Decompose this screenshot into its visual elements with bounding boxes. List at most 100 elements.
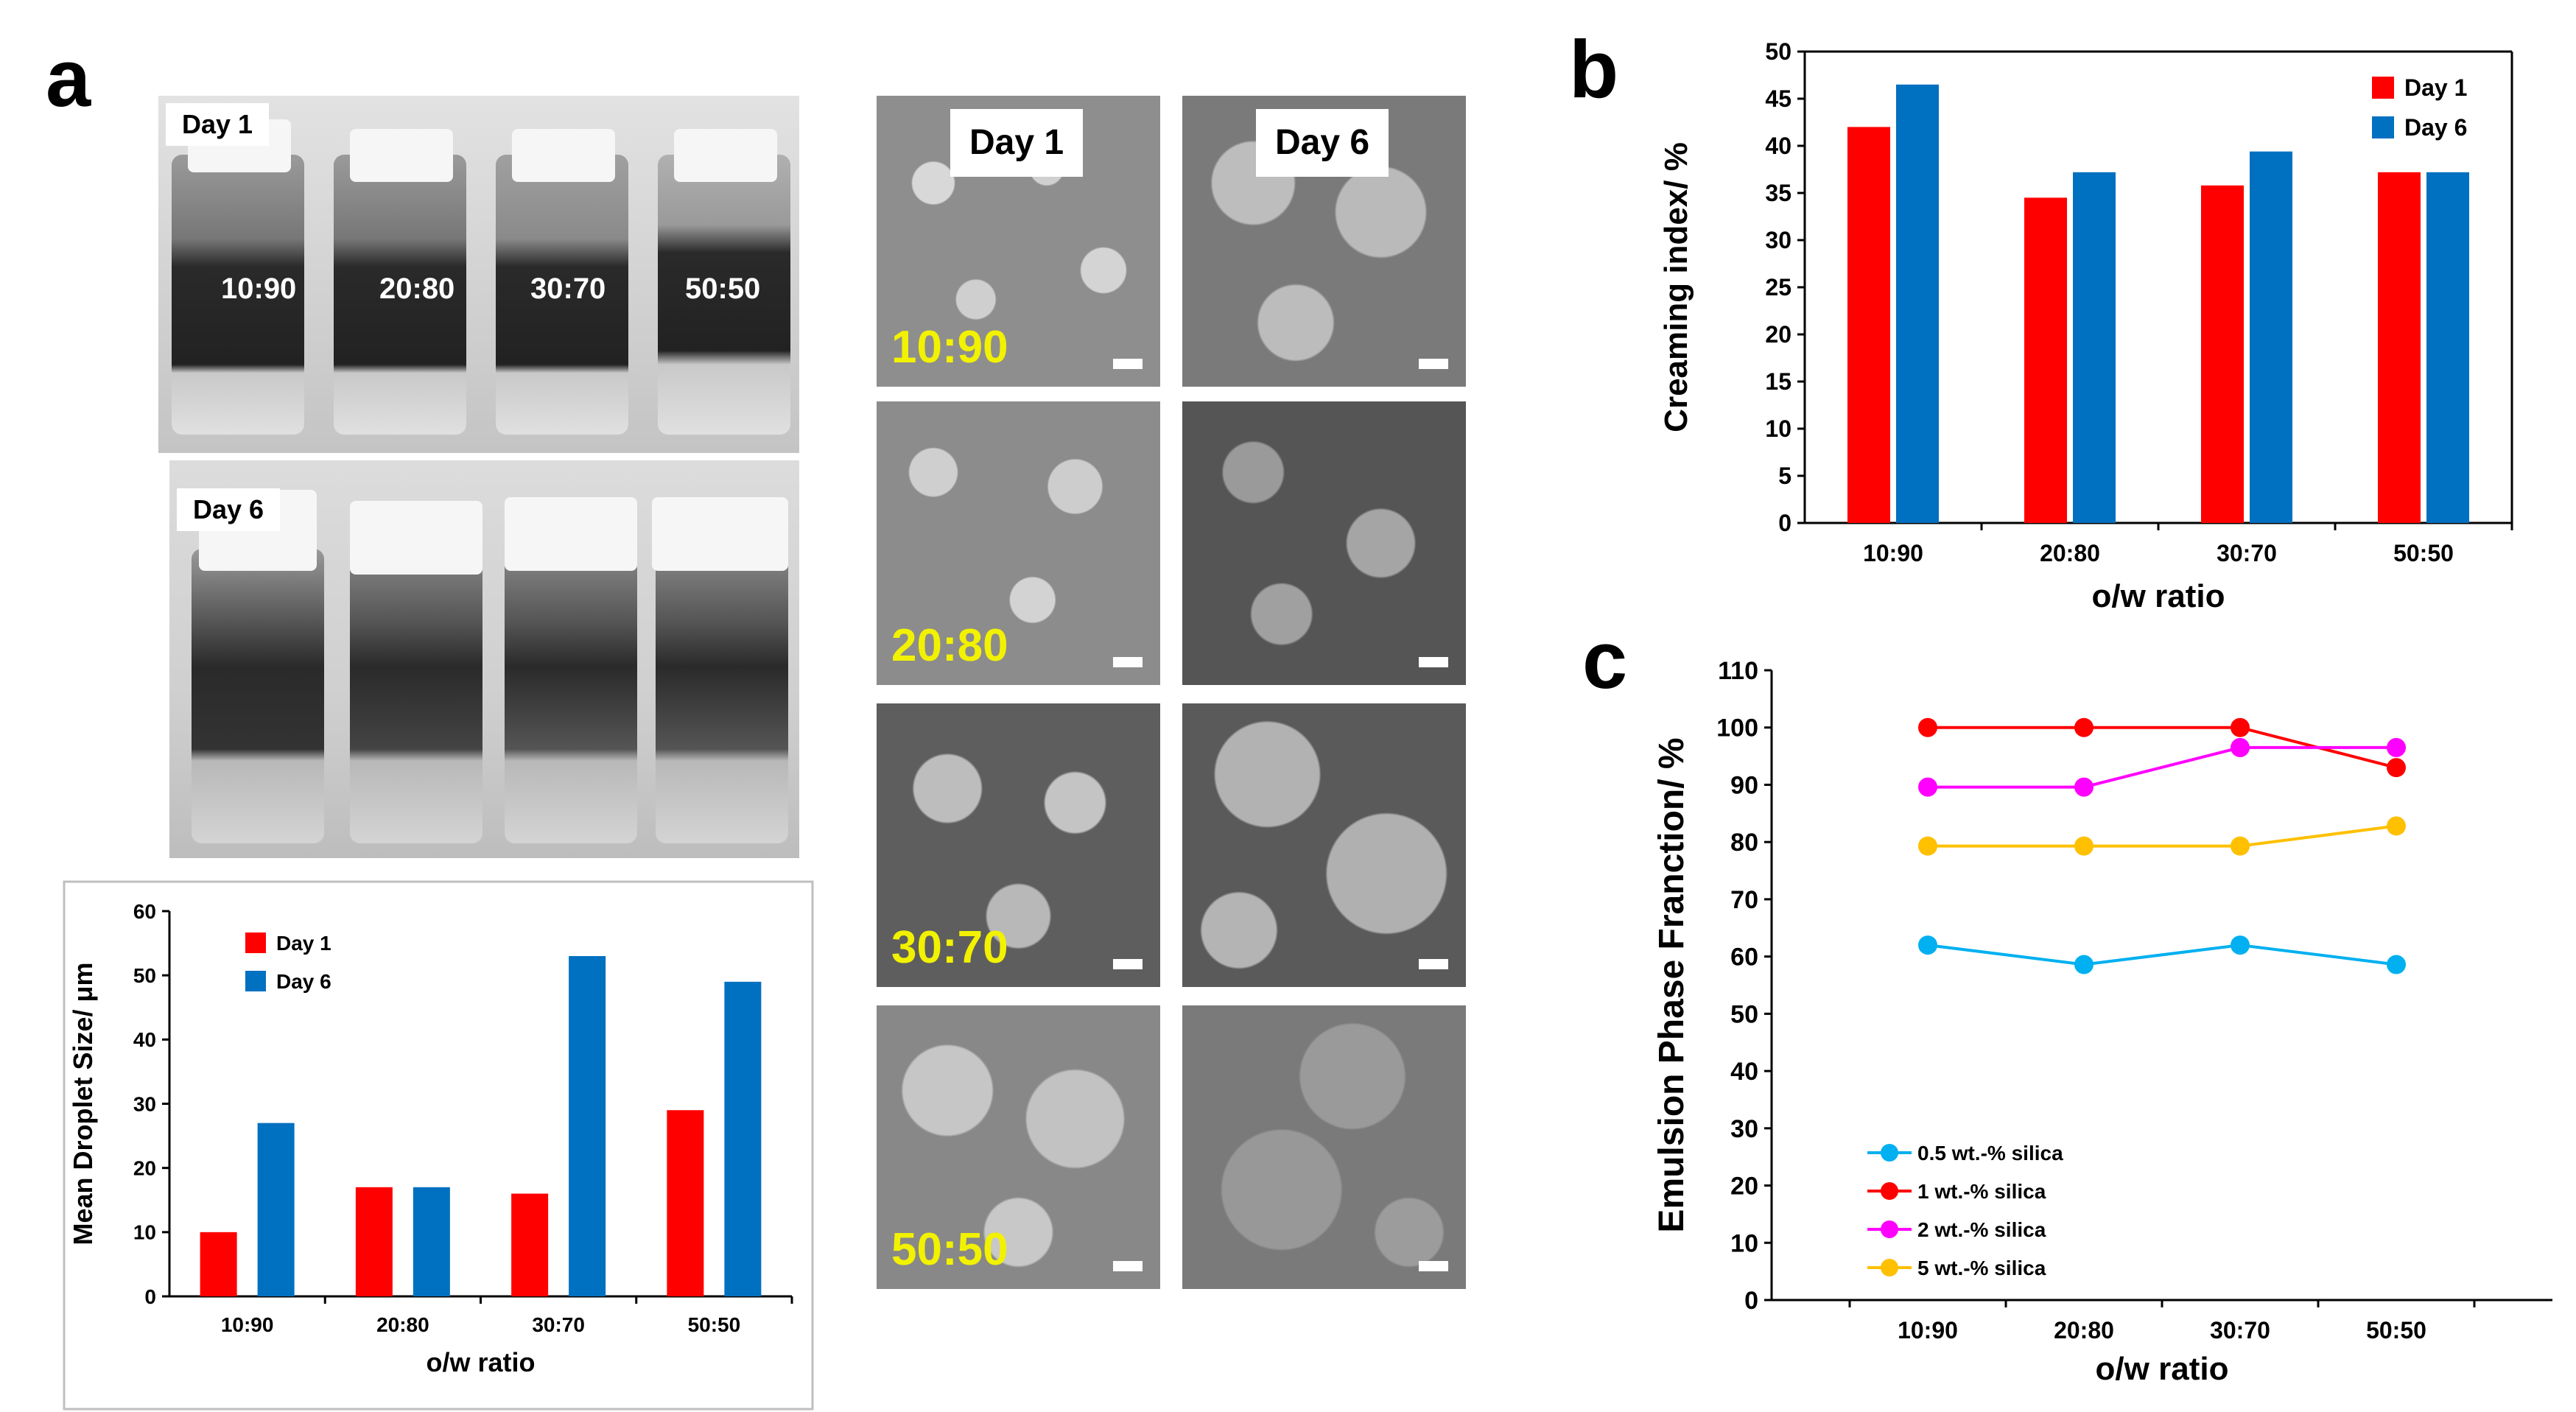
data-point xyxy=(2231,935,2250,955)
legend-label: 0.5 wt.-% silica xyxy=(1917,1142,2063,1165)
micrograph-2080-day6 xyxy=(1182,401,1466,685)
vial xyxy=(334,155,466,435)
scale-bar xyxy=(1419,359,1448,369)
bar-day6 xyxy=(413,1187,450,1296)
scale-bar xyxy=(1113,359,1143,369)
data-point xyxy=(2074,955,2094,974)
legend-marker xyxy=(1881,1144,1898,1162)
legend-label: 5 wt.-% silica xyxy=(1917,1257,2046,1279)
data-point xyxy=(2231,836,2250,856)
y-axis-title: Emulsion Phase Franction/ % xyxy=(1652,737,1691,1232)
vial-cap xyxy=(350,129,453,182)
scale-bar xyxy=(1113,657,1143,667)
legend-swatch xyxy=(245,932,266,953)
x-tick-label: 30:70 xyxy=(2210,1317,2270,1343)
y-tick-label: 90 xyxy=(1730,771,1758,799)
y-tick-label: 40 xyxy=(133,1028,156,1051)
y-tick-label: 25 xyxy=(1765,274,1791,301)
micrograph-label: 30:70 xyxy=(891,922,1008,973)
x-axis-title: o/w ratio xyxy=(2092,578,2225,614)
x-tick-label: 50:50 xyxy=(2366,1317,2426,1343)
vial-label: 50:50 xyxy=(685,273,761,305)
bar-day6 xyxy=(257,1123,295,1296)
data-point xyxy=(2074,777,2094,797)
x-axis-title: o/w ratio xyxy=(2096,1351,2229,1385)
vial-cap xyxy=(652,497,788,571)
vial xyxy=(192,549,324,843)
vial xyxy=(658,155,790,435)
data-point xyxy=(2387,955,2406,974)
bar-day1 xyxy=(2201,185,2244,523)
micrograph-3070-day1: 30:70 xyxy=(877,703,1160,987)
y-tick-label: 40 xyxy=(1765,133,1791,159)
bar-day1 xyxy=(511,1193,549,1296)
y-tick-label: 0 xyxy=(1778,510,1791,536)
vial-cap xyxy=(674,129,777,182)
micrograph-col-day1: Day 1 xyxy=(950,109,1083,177)
data-point xyxy=(2231,717,2250,737)
micrograph-5050-day6 xyxy=(1182,1005,1466,1289)
legend-label: 2 wt.-% silica xyxy=(1917,1218,2046,1241)
y-tick-label: 45 xyxy=(1765,85,1791,112)
data-point xyxy=(2231,737,2250,757)
vial xyxy=(656,549,788,843)
micrograph-1090-day6 xyxy=(1182,96,1466,387)
bar-day6 xyxy=(2426,172,2469,523)
legend-label: Day 1 xyxy=(276,932,331,955)
y-tick-label: 40 xyxy=(1730,1058,1758,1086)
vial-cap xyxy=(350,501,482,575)
micrograph-label: 10:90 xyxy=(891,322,1008,373)
x-tick-label: 20:80 xyxy=(2054,1317,2114,1343)
panel-letter-a: a xyxy=(46,33,91,124)
y-tick-label: 10 xyxy=(133,1221,156,1244)
y-tick-label: 30 xyxy=(1765,227,1791,253)
bar-day6 xyxy=(724,981,762,1296)
vial-label: 10:90 xyxy=(221,273,297,305)
data-point xyxy=(2074,717,2094,737)
y-axis-title: Creaming index/ % xyxy=(1658,142,1694,432)
vial-label: 20:80 xyxy=(379,273,455,305)
creaming-index-chart: 0 5 10 15 20 25 30 35 40 45 50 10:90 20:80 30:70 50:50… xyxy=(1658,38,2513,614)
x-tick-label: 20:80 xyxy=(2040,540,2100,566)
x-tick-label: 20:80 xyxy=(376,1313,429,1336)
x-tick-label: 10:90 xyxy=(1898,1317,1958,1343)
x-tick-label: 30:70 xyxy=(532,1313,585,1336)
vial-photo-day1: Day 1 10:90 20:80 30:70 50:50 xyxy=(158,96,799,453)
y-tick-label: 80 xyxy=(1730,829,1758,857)
x-axis-title: o/w ratio xyxy=(426,1347,535,1377)
bar-day6 xyxy=(2250,151,2292,523)
legend-label: Day 1 xyxy=(2404,74,2467,101)
panel-letter-c: c xyxy=(1582,615,1628,706)
legend-swatch xyxy=(245,971,266,991)
emulsion-fraction-chart: 0 10 20 30 40 50 60 70 80 90 100 110 10:90 20:80 30:70… xyxy=(1652,657,2552,1385)
data-point xyxy=(2387,737,2406,757)
y-tick-label: 35 xyxy=(1765,180,1791,206)
day6-tag: Day 6 xyxy=(177,488,280,531)
data-point xyxy=(1918,836,1937,856)
y-tick-label: 20 xyxy=(1730,1173,1758,1201)
bar-day1 xyxy=(2024,197,2067,523)
y-tick-label: 10 xyxy=(1730,1229,1758,1257)
y-axis-title: Mean Droplet Size/ μm xyxy=(68,962,98,1245)
vial-photo-day6: Day 6 xyxy=(169,460,799,858)
y-tick-label: 50 xyxy=(1730,1000,1758,1028)
y-tick-label: 50 xyxy=(1765,38,1791,65)
legend-marker xyxy=(1881,1259,1898,1276)
vial-cap xyxy=(505,497,637,571)
micrograph-3070-day6 xyxy=(1182,703,1466,987)
micrograph-label: 50:50 xyxy=(891,1224,1008,1275)
data-point xyxy=(2074,836,2094,856)
series-line xyxy=(1928,745,2396,789)
data-point xyxy=(2387,816,2406,836)
legend-label: Day 6 xyxy=(276,970,331,993)
y-tick-label: 60 xyxy=(133,900,156,923)
y-tick-label: 20 xyxy=(133,1156,156,1179)
data-point xyxy=(1918,717,1937,737)
x-tick-label: 10:90 xyxy=(1863,540,1923,566)
vial-label: 30:70 xyxy=(530,273,606,305)
x-tick-label: 10:90 xyxy=(221,1313,274,1336)
y-tick-label: 10 xyxy=(1765,415,1791,442)
micrograph-col-day6: Day 6 xyxy=(1256,109,1389,177)
scale-bar xyxy=(1419,959,1448,969)
legend-label: Day 6 xyxy=(2404,114,2467,141)
